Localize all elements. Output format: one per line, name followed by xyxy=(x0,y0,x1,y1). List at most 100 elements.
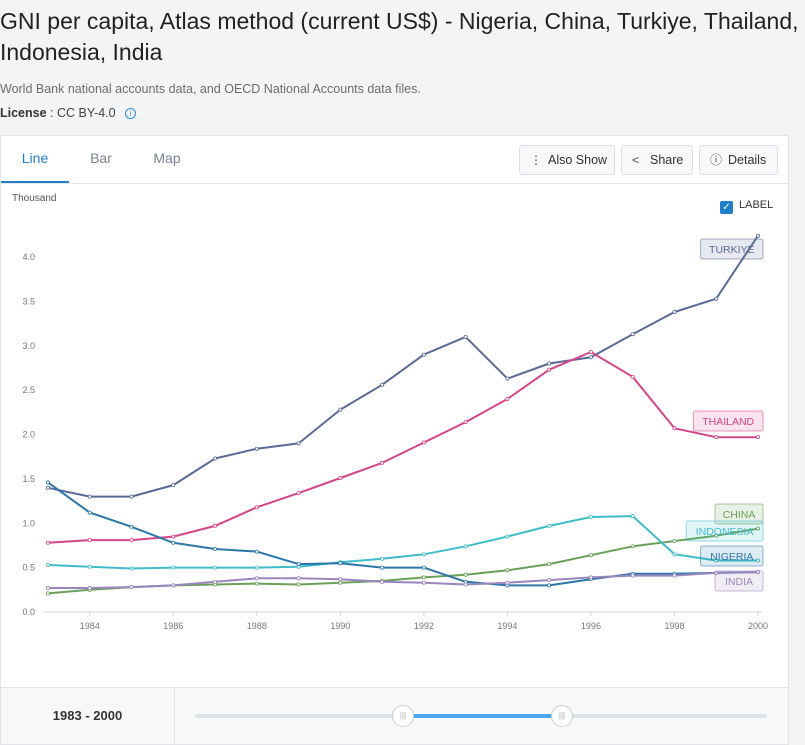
y-tick-label: 3.5 xyxy=(22,296,35,306)
x-tick-label: 1990 xyxy=(330,621,350,631)
x-tick-label: 1992 xyxy=(414,621,434,631)
data-point xyxy=(338,475,343,480)
series-label: THAILAND xyxy=(702,416,754,428)
tab-map[interactable]: Map xyxy=(153,150,181,166)
y-tick-label: 3.0 xyxy=(22,341,35,351)
x-tick-label: 1986 xyxy=(163,621,183,631)
data-point xyxy=(714,296,719,301)
year-slider-fill xyxy=(403,714,563,718)
data-point xyxy=(213,579,218,584)
data-point xyxy=(547,367,552,372)
details-label: Details xyxy=(728,153,767,167)
data-point xyxy=(756,233,761,238)
label-toggle-text: LABEL xyxy=(739,199,774,211)
data-point xyxy=(380,460,385,465)
tab-line[interactable]: Line xyxy=(1,136,69,184)
data-point xyxy=(505,396,510,401)
y-tick-label: 2.5 xyxy=(22,385,35,395)
data-point xyxy=(296,582,301,587)
data-point xyxy=(505,580,510,585)
data-point xyxy=(87,510,92,515)
details-button[interactable]: ⓘ Details xyxy=(699,145,778,175)
data-point xyxy=(547,361,552,366)
info-circle-icon: ⓘ xyxy=(710,153,723,167)
also-show-button[interactable]: ⋮ Also Show xyxy=(519,145,615,175)
data-point xyxy=(129,538,134,543)
data-point xyxy=(171,565,176,570)
tab-bar[interactable]: Bar xyxy=(90,150,112,166)
series-line-turkiye xyxy=(47,235,759,498)
series-label-box xyxy=(692,410,764,432)
series-label: INDONESIA xyxy=(696,526,754,538)
data-point xyxy=(213,456,218,461)
data-point xyxy=(254,581,259,586)
series-label: TURKIYE xyxy=(709,244,755,256)
chart-panel: Line Bar Map ⋮ Also Show < Share ⓘ Detai… xyxy=(0,135,789,688)
y-tick-label: 0.0 xyxy=(22,607,35,617)
data-point xyxy=(672,573,677,578)
data-point xyxy=(505,376,510,381)
data-point xyxy=(714,558,719,563)
year-slider-track[interactable]: ||| ||| xyxy=(195,705,767,727)
tab-divider xyxy=(1,183,788,184)
data-point xyxy=(338,580,343,585)
slider-end-handle[interactable]: ||| xyxy=(551,705,573,727)
series-line-thailand xyxy=(47,351,758,544)
year-range-text: 1983 - 2000 xyxy=(1,688,175,744)
data-point xyxy=(714,435,719,440)
y-axis-unit: Thousand xyxy=(12,193,57,204)
slider-start-handle[interactable]: ||| xyxy=(392,705,414,727)
data-point xyxy=(421,575,426,580)
page-title: GNI per capita, Atlas method (current US… xyxy=(0,8,799,65)
data-point xyxy=(588,553,593,558)
data-point xyxy=(296,562,301,567)
data-point xyxy=(171,540,176,545)
data-point xyxy=(547,578,552,583)
checkbox-checked-icon[interactable]: ✓ xyxy=(720,201,733,214)
data-point xyxy=(213,546,218,551)
series-label-box xyxy=(700,238,764,260)
data-point xyxy=(87,564,92,569)
data-point xyxy=(421,565,426,570)
data-point xyxy=(254,446,259,451)
x-tick-label: 1984 xyxy=(80,621,100,631)
data-point xyxy=(505,534,510,539)
data-point xyxy=(129,585,134,590)
data-point xyxy=(296,491,301,496)
x-tick-label: 1988 xyxy=(247,621,267,631)
y-tick-label: 1.5 xyxy=(22,474,35,484)
data-point xyxy=(87,494,92,499)
license-value: : CC BY-4.0 xyxy=(50,106,116,120)
info-icon[interactable]: i xyxy=(125,108,137,119)
series-label: NIGERIA xyxy=(710,551,753,563)
data-point xyxy=(547,583,552,588)
series-label: CHINA xyxy=(723,509,756,521)
data-point xyxy=(87,538,92,543)
data-point xyxy=(756,526,761,531)
data-point xyxy=(380,579,385,584)
data-point xyxy=(254,505,259,510)
series-label-box xyxy=(714,503,764,525)
data-point xyxy=(129,566,134,571)
series-label: INDIA xyxy=(725,576,753,588)
series-line-nigeria xyxy=(47,481,759,587)
data-point xyxy=(380,382,385,387)
share-icon: < xyxy=(632,153,640,167)
line-chart: 0.0 0.5 1.0 1.5 2.0 2.5 3.0 3.5 4.0 1984 1986 1988 1… xyxy=(22,233,768,631)
data-point xyxy=(630,573,635,578)
data-point xyxy=(213,523,218,528)
series-label-box xyxy=(700,545,764,567)
data-point xyxy=(254,549,259,554)
label-toggle[interactable]: ✓ LABEL xyxy=(720,199,773,214)
data-point xyxy=(672,552,677,557)
share-button[interactable]: < Share xyxy=(621,145,693,175)
data-point xyxy=(588,355,593,360)
data-point xyxy=(505,568,510,573)
data-point xyxy=(46,480,51,485)
y-tick-label: 2.0 xyxy=(22,430,35,440)
data-point xyxy=(171,534,176,539)
data-point xyxy=(672,426,677,431)
x-tick-label: 1994 xyxy=(497,621,517,631)
data-point xyxy=(380,556,385,561)
data-point xyxy=(421,580,426,585)
